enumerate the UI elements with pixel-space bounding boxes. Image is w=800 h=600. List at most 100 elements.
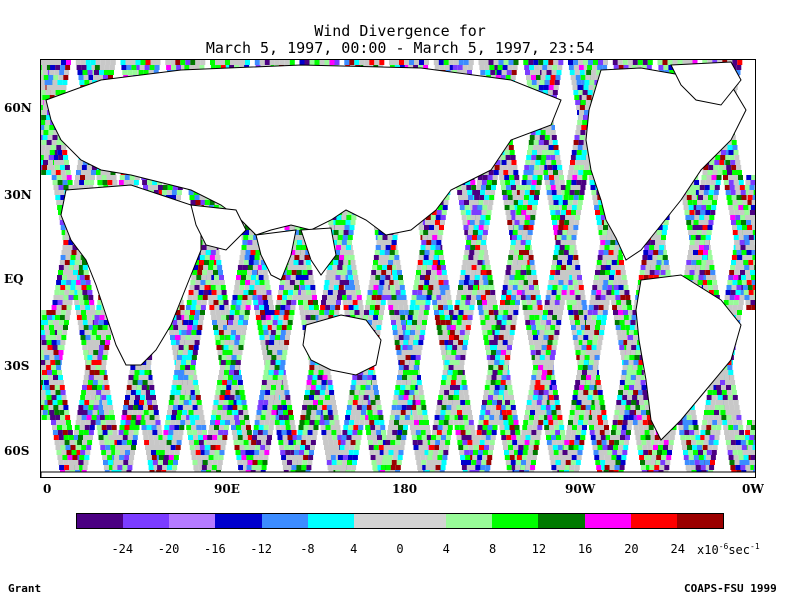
- swath-cell: [391, 295, 397, 300]
- swath-cell: [222, 435, 228, 440]
- swath-cell: [706, 395, 712, 400]
- swath-cell: [192, 295, 198, 300]
- swath-cell: [210, 420, 215, 425]
- swath-cell: [334, 445, 339, 450]
- swath-cell: [261, 385, 266, 390]
- swath-cell: [279, 60, 285, 65]
- swath-cell: [244, 445, 250, 450]
- swath-cell: [204, 260, 209, 265]
- swath-cell: [107, 400, 113, 405]
- swath-cell: [57, 180, 63, 185]
- swath-cell: [172, 465, 178, 470]
- swath-cell: [80, 450, 86, 455]
- swath-cell: [100, 390, 106, 395]
- swath-cell: [377, 435, 382, 440]
- swath-cell: [206, 275, 212, 280]
- swath-cell: [176, 360, 181, 365]
- swath-cell: [337, 435, 343, 440]
- swath-cell: [176, 315, 182, 320]
- swath-cell: [63, 295, 69, 300]
- swath-cell: [328, 385, 334, 390]
- swath-cell: [277, 375, 283, 380]
- swath-cell: [737, 280, 743, 285]
- swath-cell: [63, 240, 69, 245]
- swath-cell: [213, 325, 218, 330]
- swath-cell: [281, 375, 287, 380]
- swath-cell: [283, 410, 288, 415]
- swath-cell: [58, 215, 64, 220]
- swath-cell: [133, 180, 139, 185]
- swath-cell: [144, 65, 150, 70]
- swath-cell: [242, 405, 248, 410]
- swath-cell: [395, 345, 401, 350]
- swath-cell: [165, 445, 171, 450]
- swath-cell: [153, 410, 159, 415]
- swath-cell: [132, 410, 138, 415]
- swath-cell: [81, 390, 87, 395]
- swath-cell: [64, 70, 70, 75]
- swath-cell: [297, 240, 303, 245]
- swath-cell: [68, 185, 74, 190]
- swath-cell: [291, 245, 297, 250]
- swath-cell: [79, 180, 85, 185]
- swath-cell: [188, 410, 194, 415]
- swath-cell: [181, 330, 187, 335]
- swath-cell: [295, 250, 301, 255]
- swath-cell: [91, 310, 96, 315]
- swath-cell: [263, 355, 269, 360]
- swath-cell: [135, 420, 141, 425]
- swath-cell: [195, 305, 201, 310]
- swath-cell: [207, 460, 213, 465]
- swath-cell: [67, 275, 72, 280]
- swath-cell: [103, 465, 109, 470]
- swath-cell: [293, 230, 299, 235]
- swath-cell: [715, 430, 721, 435]
- swath-cell: [242, 460, 248, 465]
- swath-cell: [71, 250, 77, 255]
- swath-cell: [753, 465, 755, 470]
- swath-cell: [189, 285, 195, 290]
- swath-cell: [81, 415, 87, 420]
- swath-cell: [725, 290, 731, 295]
- swath-cell: [64, 165, 70, 170]
- swath-cell: [121, 415, 127, 420]
- swath-cell: [708, 385, 714, 390]
- swath-cell: [237, 265, 243, 270]
- swath-cell: [289, 255, 295, 260]
- swath-cell: [41, 85, 46, 90]
- swath-cell: [393, 335, 399, 340]
- swath-cell: [262, 405, 268, 410]
- swath-cell: [203, 290, 209, 295]
- swath-cell: [368, 390, 374, 395]
- swath-cell: [83, 375, 89, 380]
- swath-cell: [144, 440, 150, 445]
- swath-cell: [219, 395, 225, 400]
- swath-cell: [252, 270, 257, 275]
- swath-cell: [416, 375, 421, 380]
- swath-cell: [278, 345, 284, 350]
- swath-cell: [218, 300, 224, 305]
- swath-cell: [188, 290, 194, 295]
- swath-cell: [161, 440, 167, 445]
- swath-cell: [81, 65, 87, 70]
- swath-cell: [387, 300, 393, 305]
- swath-cell: [314, 310, 320, 315]
- swath-cell: [169, 330, 175, 335]
- swath-cell: [82, 70, 88, 75]
- swath-cell: [752, 195, 755, 200]
- swath-cell: [209, 280, 215, 285]
- swath-cell: [177, 410, 182, 415]
- swath-cell: [262, 325, 268, 330]
- swath-cell: [59, 315, 65, 320]
- swath-cell: [43, 130, 49, 135]
- swath-cell: [299, 310, 305, 315]
- swath-cell: [41, 155, 44, 160]
- swath-cell: [100, 310, 106, 315]
- swath-cell: [292, 295, 298, 300]
- swath-cell: [184, 315, 190, 320]
- swath-cell: [114, 455, 120, 460]
- swath-cell: [162, 435, 168, 440]
- swath-cell: [170, 340, 176, 345]
- swath-cell: [96, 305, 102, 310]
- swath-cell: [231, 355, 237, 360]
